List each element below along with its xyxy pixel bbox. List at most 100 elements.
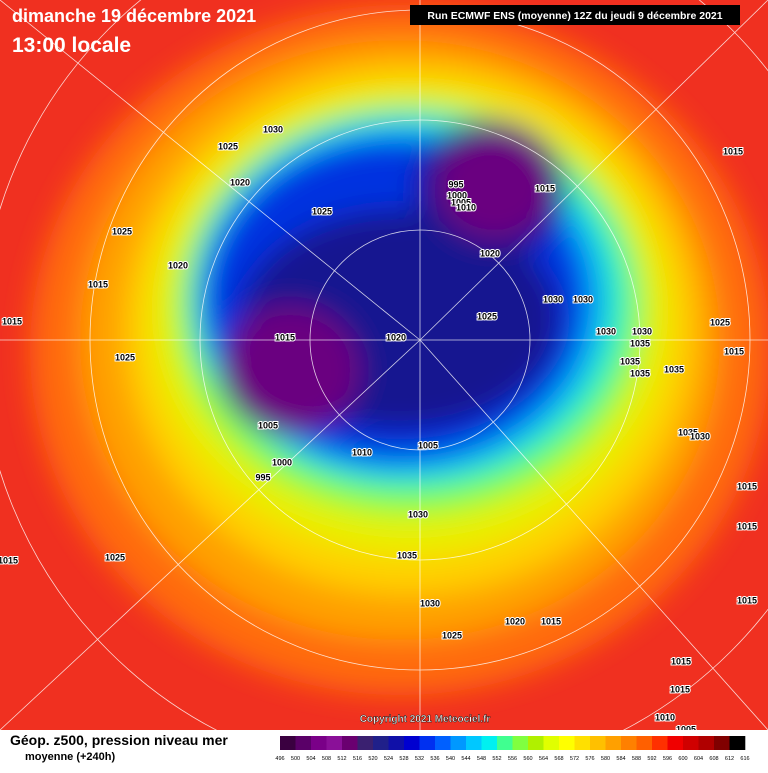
- isobar-label: 1000: [447, 190, 467, 200]
- colorbar-label: 596: [663, 756, 672, 762]
- colorbar-label: 592: [647, 756, 656, 762]
- colorbar-label: 508: [322, 756, 331, 762]
- isobar-label: 1030: [263, 124, 283, 134]
- colorbar-swatch: [311, 736, 327, 750]
- colorbar-swatch: [683, 736, 699, 750]
- colorbar-label: 496: [275, 756, 284, 762]
- colorbar-label: 552: [492, 756, 501, 762]
- legend-title: Géop. z500, pression niveau mer: [10, 732, 228, 748]
- colorbar-label: 588: [632, 756, 641, 762]
- colorbar-label: 560: [523, 756, 532, 762]
- colorbar-swatch: [280, 736, 296, 750]
- colorbar: 496 500 504 508 512 516 520 524 528 532 536 540 544 5…: [275, 736, 750, 762]
- isobar-label: 1025: [710, 317, 730, 327]
- isobar-label: 1025: [115, 352, 135, 362]
- colorbar-swatch: [357, 736, 374, 750]
- isobar-label: 1015: [670, 684, 690, 694]
- isobar-label: 1020: [505, 616, 525, 626]
- isobar-label: 1015: [275, 332, 295, 342]
- colorbar-swatch: [698, 736, 715, 750]
- isobar-label: 1015: [88, 279, 108, 289]
- run-info: Run ECMWF ENS (moyenne) 12Z du jeudi 9 d…: [427, 10, 722, 22]
- isobar-label: 1030: [543, 294, 563, 304]
- date: dimanche 19 décembre 2021: [12, 6, 256, 26]
- isobar-label: 1025: [477, 311, 497, 321]
- colorbar-label: 544: [461, 756, 470, 762]
- colorbar-label: 576: [585, 756, 594, 762]
- isobar-label: 1035: [397, 550, 417, 560]
- colorbar-swatch: [373, 736, 389, 750]
- isobar-label: 995: [448, 179, 463, 189]
- colorbar-label: 604: [694, 756, 703, 762]
- colorbar-swatch: [404, 736, 420, 750]
- isobar-label: 1005: [676, 724, 696, 734]
- isobar-label: 1015: [737, 595, 757, 605]
- colorbar-label: 616: [740, 756, 749, 762]
- legend-subtitle: moyenne (+240h): [25, 751, 116, 763]
- isobar-label: 1035: [630, 368, 650, 378]
- colorbar-label: 584: [616, 756, 625, 762]
- colorbar-label: 540: [446, 756, 455, 762]
- isobar-label: 1020: [230, 177, 250, 187]
- isobar-label: 1025: [112, 226, 132, 236]
- colorbar-swatch: [714, 736, 730, 750]
- colorbar-label: 608: [709, 756, 718, 762]
- isobar-label: 1010: [352, 447, 372, 457]
- colorbar-swatch: [729, 736, 746, 750]
- colorbar-swatch: [435, 736, 451, 750]
- isobar-label: 1015: [541, 616, 561, 626]
- isobar-label: 1025: [218, 141, 238, 151]
- isobar-label: 1035: [664, 364, 684, 374]
- isobar-label: 1035: [630, 338, 650, 348]
- isobar-label: 1015: [535, 183, 555, 193]
- colorbar-swatch: [636, 736, 653, 750]
- isobar-label: 1010: [456, 202, 476, 212]
- isobar-label: 1005: [418, 440, 438, 450]
- colorbar-swatch: [621, 736, 637, 750]
- colorbar-label: 500: [291, 756, 300, 762]
- colorbar-label: 524: [384, 756, 393, 762]
- colorbar-swatch: [419, 736, 436, 750]
- colorbar-swatch: [543, 736, 560, 750]
- colorbar-label: 556: [508, 756, 517, 762]
- colorbar-swatch: [590, 736, 606, 750]
- isobar-label: 1025: [105, 552, 125, 562]
- isobar-label: 1010: [655, 712, 675, 722]
- colorbar-swatch: [667, 736, 684, 750]
- colorbar-swatch: [481, 736, 498, 750]
- isobar-labels: 1030102510201025102510201015101510259951…: [0, 123, 758, 734]
- colorbar-label: 564: [539, 756, 548, 762]
- isobar-label: 995: [255, 472, 270, 482]
- colorbar-swatch: [388, 736, 405, 750]
- isobar-label: 1015: [671, 656, 691, 666]
- time: 13:00 locale: [12, 34, 131, 57]
- isobar-label: 1015: [724, 346, 744, 356]
- colorbar-swatch: [450, 736, 467, 750]
- colorbar-label: 548: [477, 756, 486, 762]
- isobar-label: 1015: [0, 555, 18, 565]
- colorbar-swatch: [466, 736, 482, 750]
- run-box: [410, 5, 740, 25]
- colorbar-label: 512: [337, 756, 346, 762]
- isobar-label: 1030: [573, 294, 593, 304]
- isobar-label: 1020: [386, 332, 406, 342]
- isobar-label: 1035: [678, 427, 698, 437]
- colorbar-swatch: [528, 736, 544, 750]
- colorbar-swatch: [512, 736, 529, 750]
- colorbar-swatch: [342, 736, 358, 750]
- isobar-label: 1020: [480, 248, 500, 258]
- colorbar-label: 528: [399, 756, 408, 762]
- isobar-label: 1005: [258, 420, 278, 430]
- isobar-label: 1015: [723, 146, 743, 156]
- isobar-label: 1000: [272, 457, 292, 467]
- colorbar-label: 568: [554, 756, 563, 762]
- colorbar-swatch: [497, 736, 513, 750]
- colorbar-label: 536: [430, 756, 439, 762]
- isobar-label: 1015: [2, 316, 22, 326]
- colorbar-swatch: [574, 736, 591, 750]
- isobar-label: 1030: [420, 598, 440, 608]
- colorbar-label: 580: [601, 756, 610, 762]
- isobar-label: 1030: [408, 509, 428, 519]
- colorbar-label: 504: [306, 756, 315, 762]
